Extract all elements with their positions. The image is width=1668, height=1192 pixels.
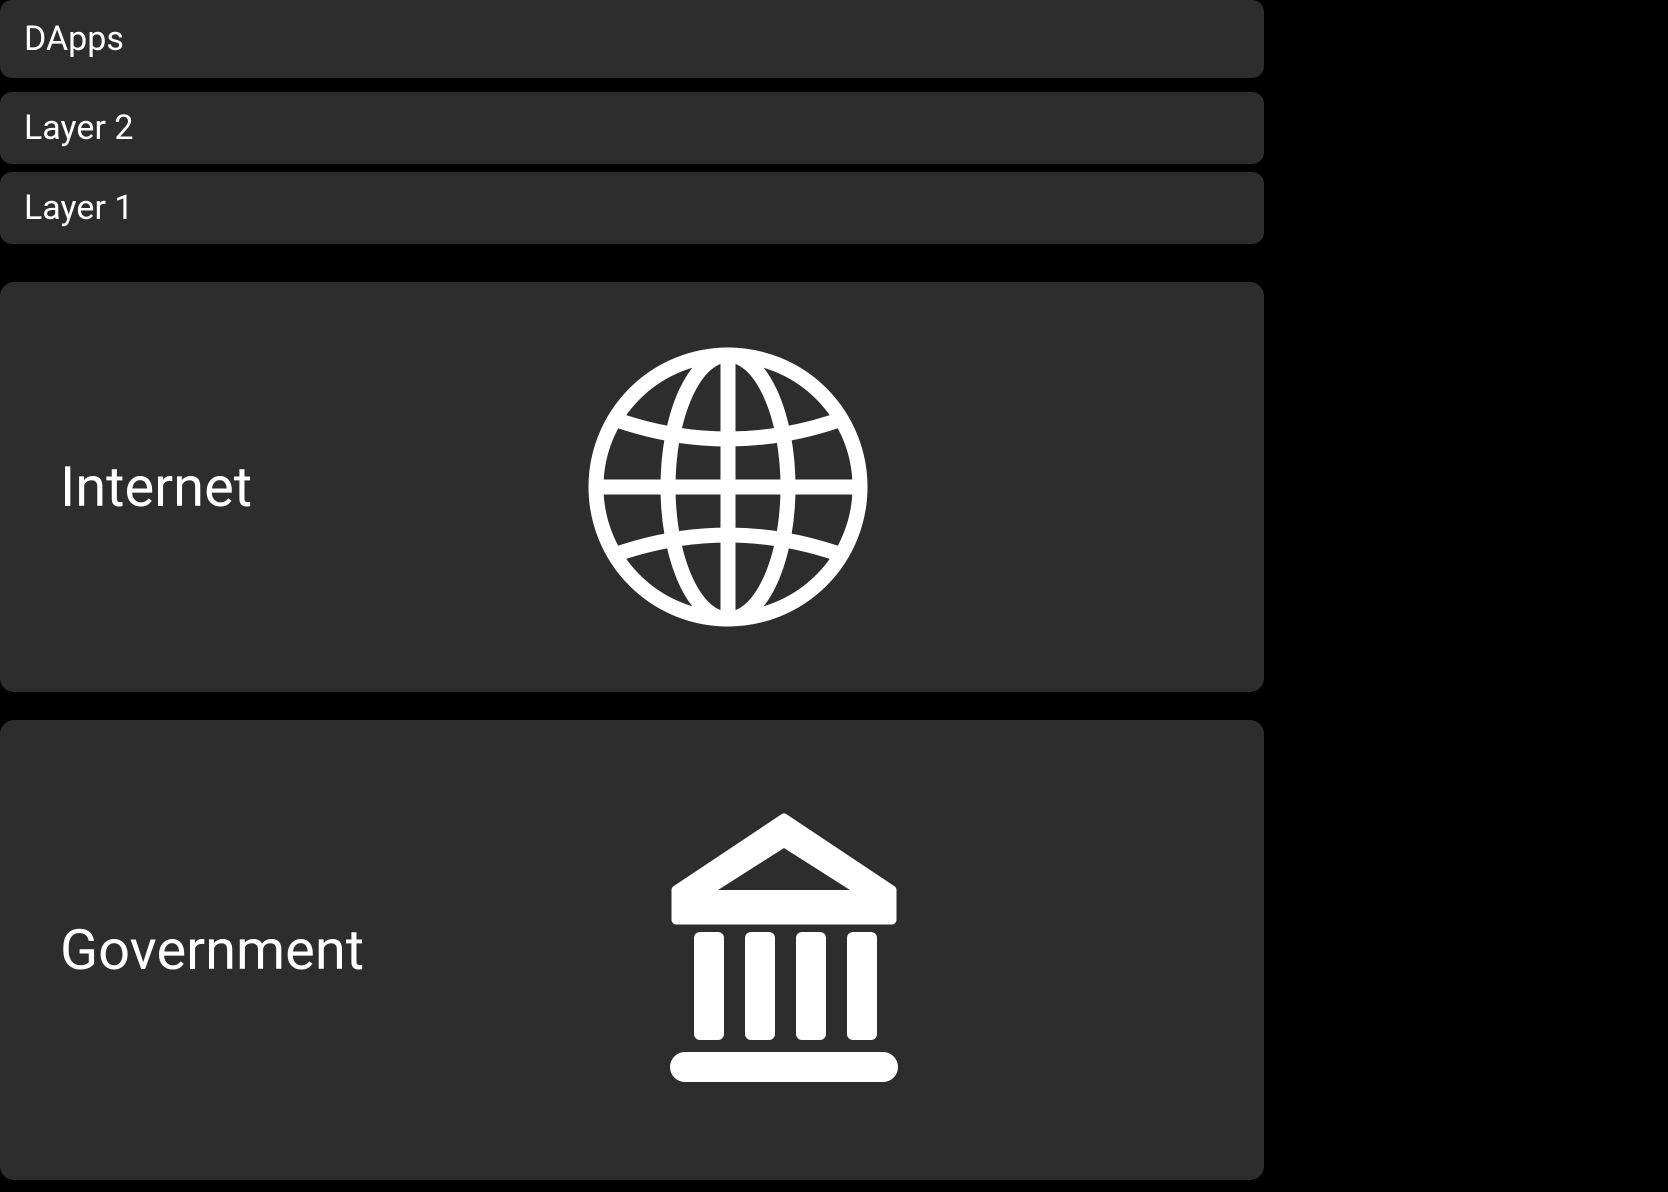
layer-label: DApps bbox=[24, 19, 124, 59]
layer-dapps: DApps bbox=[0, 0, 1264, 78]
spacer bbox=[0, 78, 1264, 92]
spacer bbox=[0, 244, 1264, 282]
layer-label: Government bbox=[60, 917, 364, 983]
layer-stack-diagram: DApps Layer 2 Layer 1 Internet Governmen… bbox=[0, 0, 1264, 1192]
globe-icon bbox=[252, 337, 1204, 637]
spacer bbox=[0, 692, 1264, 720]
layer-layer1: Layer 1 bbox=[0, 172, 1264, 244]
layer-government: Government bbox=[0, 720, 1264, 1180]
layer-label: Layer 2 bbox=[24, 108, 134, 148]
layer-label: Internet bbox=[60, 454, 252, 520]
layer-internet: Internet bbox=[0, 282, 1264, 692]
layer-label: Layer 1 bbox=[24, 188, 134, 228]
layer-layer2: Layer 2 bbox=[0, 92, 1264, 164]
spacer bbox=[0, 164, 1264, 172]
institution-icon bbox=[364, 800, 1204, 1100]
